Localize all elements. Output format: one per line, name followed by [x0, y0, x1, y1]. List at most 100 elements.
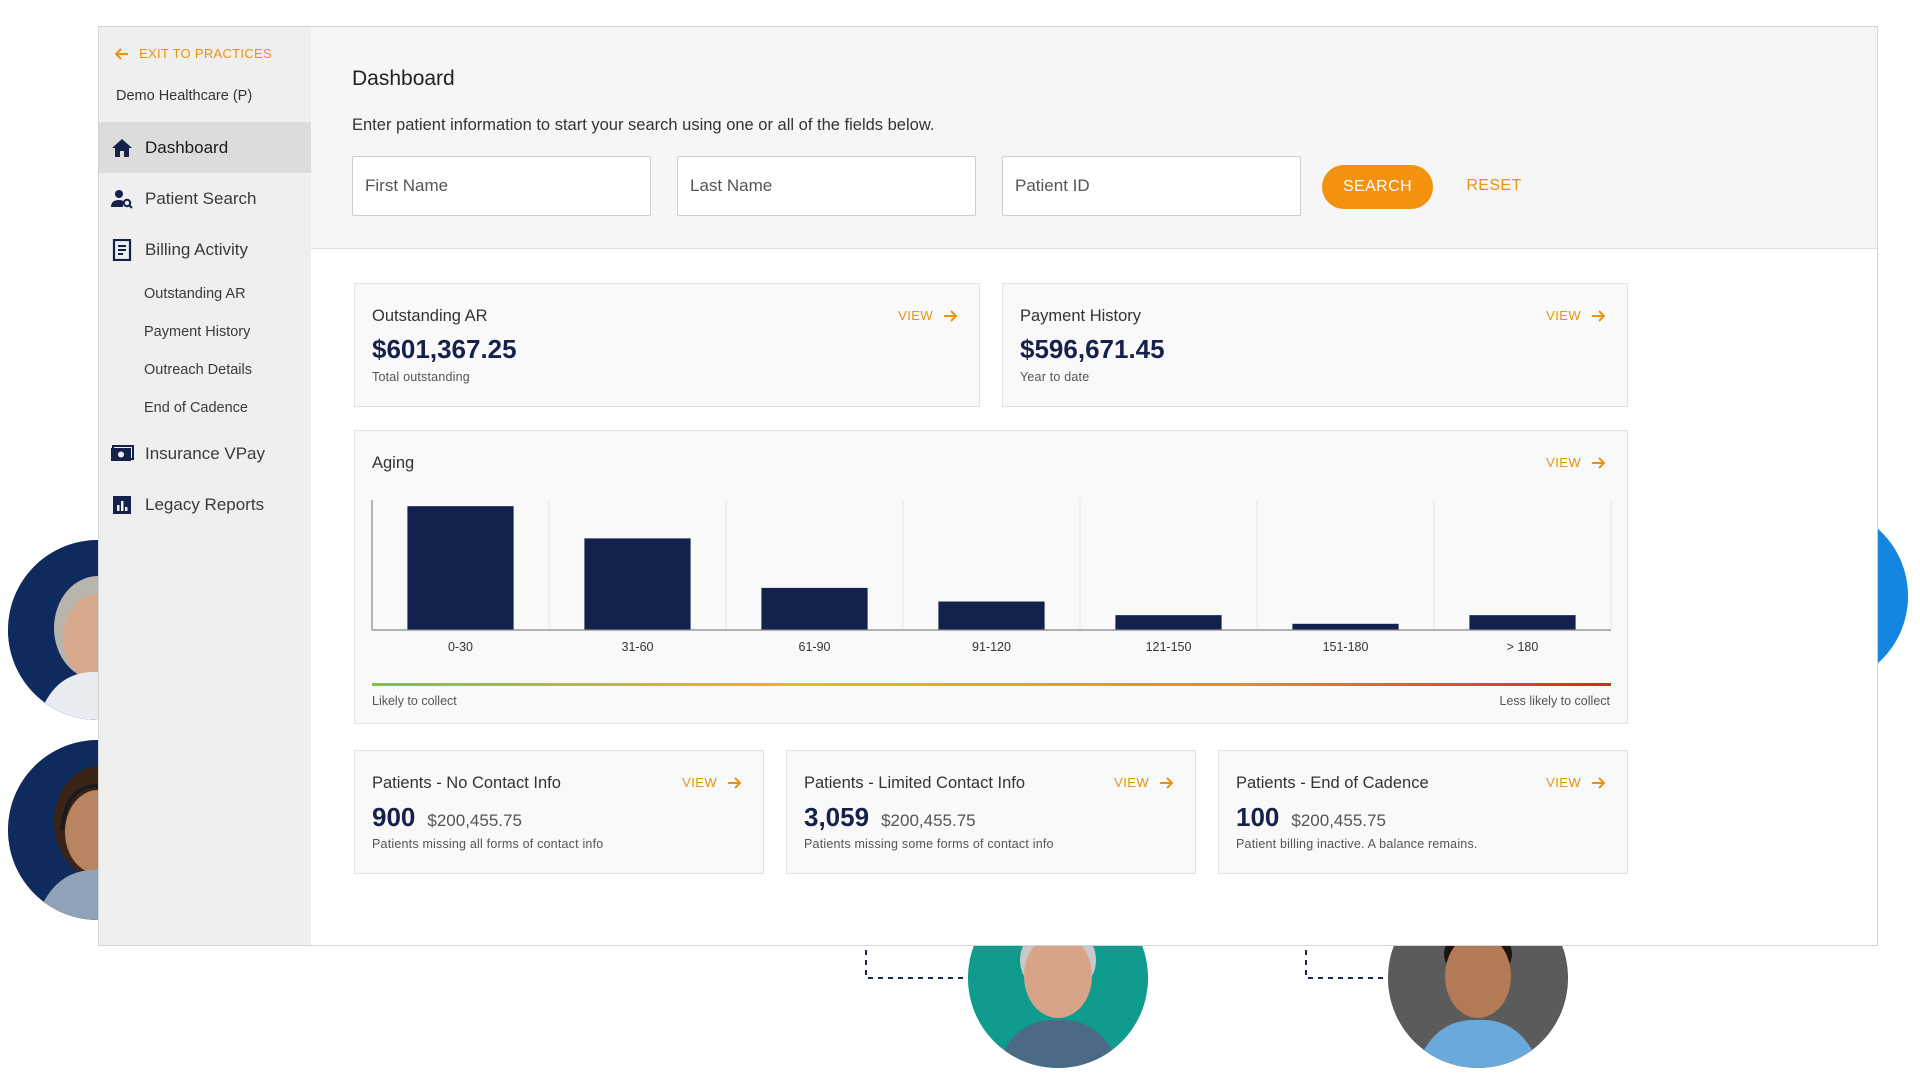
sidebar-subitem-outreach-details[interactable]: Outreach Details — [144, 362, 252, 378]
view-link[interactable]: VIEW — [1546, 775, 1605, 790]
card-caption: Patients missing all forms of contact in… — [372, 837, 604, 851]
aging-bar-6[interactable] — [1469, 615, 1576, 630]
view-label: VIEW — [682, 775, 717, 790]
card-title: Patients - End of Cadence — [1236, 774, 1429, 792]
view-link[interactable]: VIEW — [898, 308, 957, 323]
sidebar-item-label: Dashboard — [145, 137, 229, 157]
exit-to-practices-link[interactable]: EXIT TO PRACTICES — [115, 46, 272, 61]
aging-bar-0[interactable] — [407, 506, 514, 630]
card-title: Aging — [372, 454, 415, 472]
sidebar-subitem-end-of-cadence[interactable]: End of Cadence — [144, 400, 248, 416]
patients-end-of-cadence-card: Patients - End of Cadence VIEW 100 $200,… — [1218, 750, 1628, 874]
view-label: VIEW — [1546, 775, 1581, 790]
aging-bar-chart — [371, 500, 1612, 686]
view-link[interactable]: VIEW — [682, 775, 741, 790]
aging-bar-5[interactable] — [1292, 623, 1399, 630]
aging-bar-2[interactable] — [761, 587, 868, 630]
arrow-right-icon — [1160, 776, 1173, 789]
sidebar-item-label: Patient Search — [145, 188, 257, 208]
x-tick-label: 31-60 — [621, 640, 654, 654]
view-link[interactable]: VIEW — [1546, 308, 1605, 323]
last-name-input[interactable] — [690, 176, 975, 196]
patients-no-contact-card: Patients - No Contact Info VIEW 900 $200… — [354, 750, 764, 874]
arrow-right-icon — [1592, 776, 1605, 789]
outstanding-amount: $601,367.25 — [372, 334, 517, 364]
arrow-right-icon — [728, 776, 741, 789]
receipt-icon — [109, 238, 135, 262]
first-name-input[interactable] — [365, 176, 650, 196]
page-title: Dashboard — [352, 67, 455, 90]
view-link[interactable]: VIEW — [1546, 455, 1605, 470]
aging-bar-1[interactable] — [584, 538, 691, 630]
patient-id-input[interactable] — [1015, 176, 1300, 196]
payment-icon — [109, 442, 135, 466]
card-title: Patients - Limited Contact Info — [804, 774, 1026, 792]
home-icon — [109, 136, 135, 160]
sidebar-item-label: Legacy Reports — [145, 494, 265, 514]
arrow-right-icon — [944, 309, 957, 322]
patient-id-field[interactable] — [1002, 156, 1301, 216]
arrow-right-icon — [1592, 309, 1605, 322]
card-title: Payment History — [1020, 307, 1142, 325]
card-caption: Year to date — [1020, 370, 1090, 384]
app-window: EXIT TO PRACTICES Demo Healthcare (P) Da… — [98, 26, 1878, 946]
count-line: 100 $200,455.75 — [1236, 802, 1386, 833]
card-caption: Patients missing some forms of contact i… — [804, 837, 1054, 851]
sidebar-item-dashboard[interactable]: Dashboard — [99, 122, 311, 173]
arrow-left-icon — [115, 47, 128, 60]
bar-chart-icon — [109, 493, 135, 517]
view-label: VIEW — [1114, 775, 1149, 790]
less-likely-to-collect-label: Less likely to collect — [1499, 694, 1610, 708]
reset-button[interactable]: RESET — [1466, 177, 1522, 194]
aging-card: Aging VIEW 0-30 31-60 61-90 91-120 121-150 15… — [354, 430, 1628, 724]
x-tick-label: > 180 — [1506, 640, 1539, 654]
likely-to-collect-label: Likely to collect — [372, 694, 457, 708]
collection-likelihood-bar — [372, 683, 1611, 686]
patient-count: 100 — [1236, 802, 1280, 832]
x-tick-label: 61-90 — [798, 640, 831, 654]
sidebar-subitem-outstanding-ar[interactable]: Outstanding AR — [144, 286, 246, 302]
patient-amount: $200,455.75 — [427, 811, 522, 830]
sidebar-item-patient-search[interactable]: Patient Search — [99, 173, 311, 224]
x-tick-label: 0-30 — [447, 640, 474, 654]
sidebar-subitem-payment-history[interactable]: Payment History — [144, 324, 251, 340]
arrow-right-icon — [1592, 456, 1605, 469]
x-tick-label: 121-150 — [1145, 640, 1192, 654]
search-instructions: Enter patient information to start your … — [352, 116, 935, 134]
search-panel: Dashboard Enter patient information to s… — [311, 27, 1877, 249]
view-label: VIEW — [898, 308, 933, 323]
aging-bar-3[interactable] — [938, 601, 1045, 630]
first-name-field[interactable] — [352, 156, 651, 216]
x-tick-label: 151-180 — [1322, 640, 1369, 654]
last-name-field[interactable] — [677, 156, 976, 216]
card-caption: Patient billing inactive. A balance rema… — [1236, 837, 1478, 851]
exit-label: EXIT TO PRACTICES — [139, 46, 272, 61]
x-tick-label: 91-120 — [972, 640, 1011, 654]
aging-bar-4[interactable] — [1115, 615, 1222, 630]
patient-amount: $200,455.75 — [1291, 811, 1386, 830]
view-link[interactable]: VIEW — [1114, 775, 1173, 790]
patient-count: 3,059 — [804, 802, 870, 832]
card-caption: Total outstanding — [372, 370, 470, 384]
person-search-icon — [109, 187, 135, 211]
view-label: VIEW — [1546, 455, 1581, 470]
patient-amount: $200,455.75 — [881, 811, 976, 830]
sidebar-item-billing-activity[interactable]: Billing Activity — [99, 224, 311, 275]
payment-history-card: Payment History VIEW $596,671.45 Year to… — [1002, 283, 1628, 407]
search-button[interactable]: SEARCH — [1322, 165, 1433, 209]
sidebar-item-label: Insurance VPay — [145, 443, 266, 463]
count-line: 3,059 $200,455.75 — [804, 802, 976, 833]
view-label: VIEW — [1546, 308, 1581, 323]
patients-limited-contact-card: Patients - Limited Contact Info VIEW 3,0… — [786, 750, 1196, 874]
card-title: Outstanding AR — [372, 307, 488, 325]
count-line: 900 $200,455.75 — [372, 802, 522, 833]
sidebar: EXIT TO PRACTICES Demo Healthcare (P) Da… — [99, 27, 311, 945]
payment-amount: $596,671.45 — [1020, 334, 1165, 364]
sidebar-item-label: Billing Activity — [145, 239, 248, 259]
patient-count: 900 — [372, 802, 416, 832]
card-title: Patients - No Contact Info — [372, 774, 561, 792]
practice-name: Demo Healthcare (P) — [116, 88, 253, 104]
sidebar-item-insurance-vpay[interactable]: Insurance VPay — [99, 428, 311, 479]
sidebar-item-legacy-reports[interactable]: Legacy Reports — [99, 479, 311, 530]
outstanding-ar-card: Outstanding AR VIEW $601,367.25 Total ou… — [354, 283, 980, 407]
